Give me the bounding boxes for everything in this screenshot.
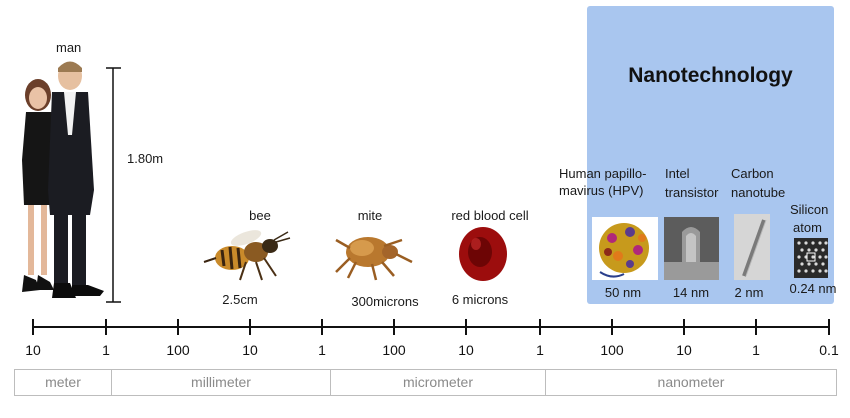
silicon-lattice-illustration	[794, 238, 828, 278]
rbc-label: red blood cell	[451, 208, 529, 223]
tick-label: 1	[536, 342, 544, 358]
bee-label: bee	[249, 208, 271, 223]
unit-meter: meter	[14, 369, 112, 396]
nanotube-label-line1: Carbon	[731, 166, 774, 181]
transistor-size: 14 nm	[672, 285, 710, 300]
tick-label: 100	[382, 342, 406, 358]
tick-label: 10	[458, 342, 474, 358]
tick-label: 1	[752, 342, 760, 358]
nanotechnology-title: Nanotechnology	[628, 64, 793, 87]
tick-label: 100	[600, 342, 624, 358]
silicon-size: 0.24 nm	[789, 281, 837, 296]
hpv-label-line2: mavirus (HPV)	[559, 183, 644, 198]
nanotube-size: 2 nm	[734, 285, 764, 300]
hpv-size: 50 nm	[604, 285, 642, 300]
tick-label: 10	[242, 342, 258, 358]
height-bracket	[106, 67, 121, 303]
transistor-label-line1: Intel	[665, 166, 690, 181]
nanotube-illustration	[734, 214, 770, 280]
hpv-illustration	[592, 217, 658, 280]
silicon-label-line2: atom	[793, 220, 822, 235]
couple-illustration	[22, 61, 104, 298]
tick-label: 10	[676, 342, 692, 358]
axis-ticks	[32, 319, 830, 335]
transistor-illustration	[664, 217, 719, 280]
unit-millimeter: millimeter	[111, 369, 331, 396]
mite-illustration	[335, 237, 413, 281]
unit-nanometer: nanometer	[545, 369, 837, 396]
tick-label: 0.1	[819, 342, 839, 358]
bee-illustration	[203, 230, 291, 281]
unit-micrometer: micrometer	[330, 369, 546, 396]
man-size: 1.80m	[127, 151, 164, 166]
tick-label: 1	[102, 342, 110, 358]
red-blood-cell-illustration	[459, 227, 507, 281]
rbc-size: 6 microns	[451, 292, 509, 307]
silicon-label-line1: Silicon	[790, 202, 829, 217]
nanotube-label-line2: nanotube	[731, 185, 786, 200]
mite-size: 300microns	[351, 294, 419, 309]
tick-label: 1	[318, 342, 326, 358]
tick-label: 100	[166, 342, 190, 358]
man-label: man	[56, 40, 82, 55]
bee-size: 2.5cm	[222, 292, 258, 307]
transistor-label-line2: transistor	[665, 185, 719, 200]
mite-label: mite	[357, 208, 383, 223]
hpv-label-line1: Human papillo-	[559, 166, 647, 181]
tick-label: 10	[25, 342, 41, 358]
